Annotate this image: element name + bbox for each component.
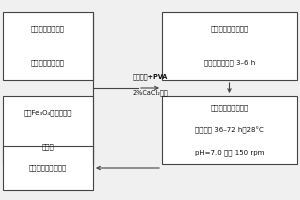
Text: 材料制备，固定 3–6 h: 材料制备，固定 3–6 h: [204, 60, 255, 66]
Bar: [162, 96, 297, 164]
Text: 沉法）: 沉法）: [42, 144, 54, 150]
Text: 材料培养 36–72 h，28°C: 材料培养 36–72 h，28°C: [195, 126, 264, 134]
Text: 2%CaCl₂碗酸: 2%CaCl₂碗酸: [132, 89, 168, 96]
Text: 阿拉津有机废水处理: 阿拉津有机废水处理: [29, 165, 67, 171]
Bar: [3, 96, 93, 164]
Text: 菌孢子培养（阿特: 菌孢子培养（阿特: [31, 26, 65, 32]
Bar: [162, 12, 297, 80]
Text: 青霉菌磁性纳米复合: 青霉菌磁性纳米复合: [210, 104, 249, 111]
Text: pH=7.0 转速 150 rpm: pH=7.0 转速 150 rpm: [195, 149, 264, 156]
Text: 合成Fe₃O₄的制备（共: 合成Fe₃O₄的制备（共: [24, 110, 72, 116]
Text: 海藻酸钓+PVA: 海藻酸钓+PVA: [132, 73, 168, 80]
Text: 拉津为唯一碳源）: 拉津为唯一碳源）: [31, 60, 65, 66]
Text: 青霉菌磁性纳米复合: 青霉菌磁性纳米复合: [210, 26, 249, 32]
Bar: [3, 146, 93, 190]
Bar: [3, 12, 93, 80]
